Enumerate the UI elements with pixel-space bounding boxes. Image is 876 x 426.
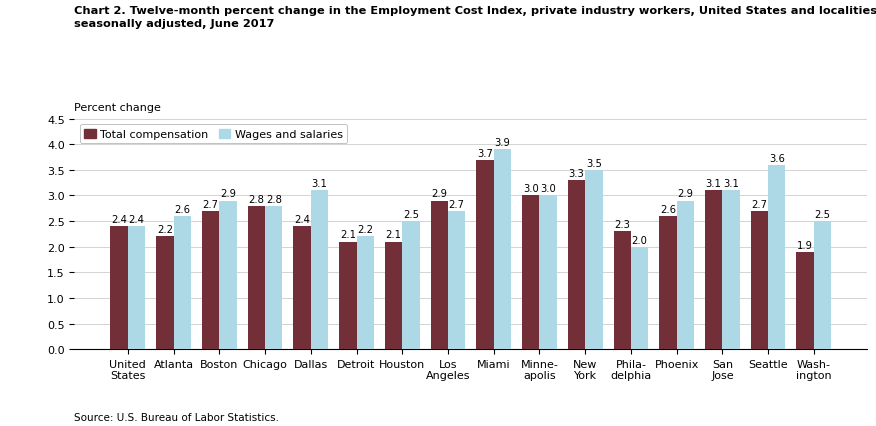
Text: 3.0: 3.0 bbox=[540, 184, 556, 194]
Text: Chart 2. Twelve-month percent change in the Employment Cost Index, private indus: Chart 2. Twelve-month percent change in … bbox=[74, 6, 876, 16]
Text: seasonally adjusted, June 2017: seasonally adjusted, June 2017 bbox=[74, 19, 275, 29]
Bar bbox=[293, 227, 311, 349]
Bar bbox=[402, 222, 420, 349]
Bar bbox=[494, 150, 511, 349]
Text: 2.6: 2.6 bbox=[660, 204, 676, 214]
Text: 2.8: 2.8 bbox=[249, 194, 265, 204]
Bar bbox=[540, 196, 557, 349]
Bar bbox=[477, 160, 494, 349]
Bar bbox=[768, 165, 786, 349]
Bar bbox=[585, 170, 603, 349]
Text: 2.5: 2.5 bbox=[815, 210, 830, 219]
Bar bbox=[219, 201, 237, 349]
Text: 2.7: 2.7 bbox=[202, 199, 219, 209]
Bar bbox=[796, 252, 814, 349]
Text: 2.0: 2.0 bbox=[632, 235, 647, 245]
Bar bbox=[265, 206, 282, 349]
Text: 2.2: 2.2 bbox=[357, 225, 373, 235]
Text: 2.5: 2.5 bbox=[403, 210, 419, 219]
Bar bbox=[357, 237, 374, 349]
Bar bbox=[814, 222, 831, 349]
Bar bbox=[613, 232, 631, 349]
Bar bbox=[385, 242, 402, 349]
Bar bbox=[448, 211, 465, 349]
Bar bbox=[568, 181, 585, 349]
Text: 1.9: 1.9 bbox=[797, 240, 813, 250]
Legend: Total compensation, Wages and salaries: Total compensation, Wages and salaries bbox=[80, 125, 348, 144]
Text: 2.3: 2.3 bbox=[614, 220, 630, 230]
Text: 2.4: 2.4 bbox=[294, 215, 310, 225]
Bar bbox=[311, 191, 328, 349]
Bar bbox=[128, 227, 145, 349]
Text: Percent change: Percent change bbox=[74, 103, 161, 113]
Bar bbox=[248, 206, 265, 349]
Bar bbox=[110, 227, 128, 349]
Text: 2.8: 2.8 bbox=[265, 194, 282, 204]
Text: 3.0: 3.0 bbox=[523, 184, 539, 194]
Text: 3.5: 3.5 bbox=[586, 158, 602, 168]
Bar bbox=[723, 191, 739, 349]
Bar bbox=[339, 242, 357, 349]
Text: 2.6: 2.6 bbox=[174, 204, 190, 214]
Bar bbox=[751, 211, 768, 349]
Text: 2.2: 2.2 bbox=[157, 225, 173, 235]
Text: 2.4: 2.4 bbox=[111, 215, 127, 225]
Bar bbox=[676, 201, 694, 349]
Text: 3.1: 3.1 bbox=[723, 179, 739, 189]
Text: 3.6: 3.6 bbox=[769, 153, 785, 163]
Text: 2.9: 2.9 bbox=[431, 189, 448, 199]
Bar bbox=[202, 211, 219, 349]
Text: 2.4: 2.4 bbox=[129, 215, 145, 225]
Bar bbox=[156, 237, 173, 349]
Bar bbox=[522, 196, 540, 349]
Text: 3.7: 3.7 bbox=[477, 148, 493, 158]
Text: 3.9: 3.9 bbox=[494, 138, 511, 148]
Bar bbox=[631, 247, 648, 349]
Text: 2.7: 2.7 bbox=[449, 199, 464, 209]
Text: 2.1: 2.1 bbox=[385, 230, 401, 240]
Text: 2.7: 2.7 bbox=[752, 199, 767, 209]
Bar bbox=[173, 216, 191, 349]
Bar bbox=[705, 191, 723, 349]
Text: Source: U.S. Bureau of Labor Statistics.: Source: U.S. Bureau of Labor Statistics. bbox=[74, 412, 279, 422]
Bar bbox=[431, 201, 448, 349]
Text: 2.1: 2.1 bbox=[340, 230, 356, 240]
Bar bbox=[660, 216, 676, 349]
Text: 2.9: 2.9 bbox=[677, 189, 693, 199]
Text: 3.1: 3.1 bbox=[706, 179, 722, 189]
Text: 3.3: 3.3 bbox=[569, 169, 584, 178]
Text: 3.1: 3.1 bbox=[312, 179, 328, 189]
Text: 2.9: 2.9 bbox=[220, 189, 236, 199]
